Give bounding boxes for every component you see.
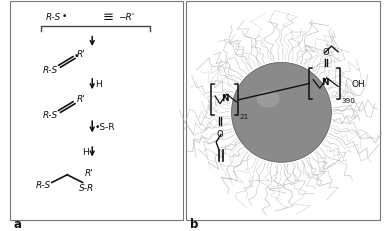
Text: •S-R: •S-R (95, 123, 116, 132)
Text: 390: 390 (341, 97, 355, 103)
Ellipse shape (257, 91, 280, 108)
Text: R': R' (85, 169, 93, 178)
Text: R': R' (77, 50, 85, 59)
Text: −R': −R' (118, 13, 135, 22)
Text: O: O (322, 47, 329, 56)
Text: •: • (62, 12, 67, 21)
Text: N: N (221, 94, 229, 103)
Text: R': R' (77, 95, 85, 104)
Circle shape (232, 63, 332, 163)
Text: •: • (74, 52, 79, 61)
Text: ≡: ≡ (103, 11, 114, 24)
Text: H: H (95, 80, 102, 89)
Text: OH: OH (351, 80, 365, 89)
FancyBboxPatch shape (10, 2, 183, 220)
Text: a: a (13, 217, 21, 230)
Text: R-S: R-S (45, 13, 60, 22)
Text: N: N (321, 78, 328, 87)
FancyBboxPatch shape (186, 2, 380, 220)
Text: b: b (190, 217, 199, 230)
Text: R-S: R-S (43, 65, 58, 74)
Text: O: O (217, 129, 223, 138)
Text: R-S: R-S (43, 110, 58, 119)
Text: H: H (83, 148, 89, 157)
Text: 21: 21 (239, 114, 248, 120)
Text: S-R: S-R (79, 183, 94, 192)
Text: R-S: R-S (35, 180, 51, 189)
